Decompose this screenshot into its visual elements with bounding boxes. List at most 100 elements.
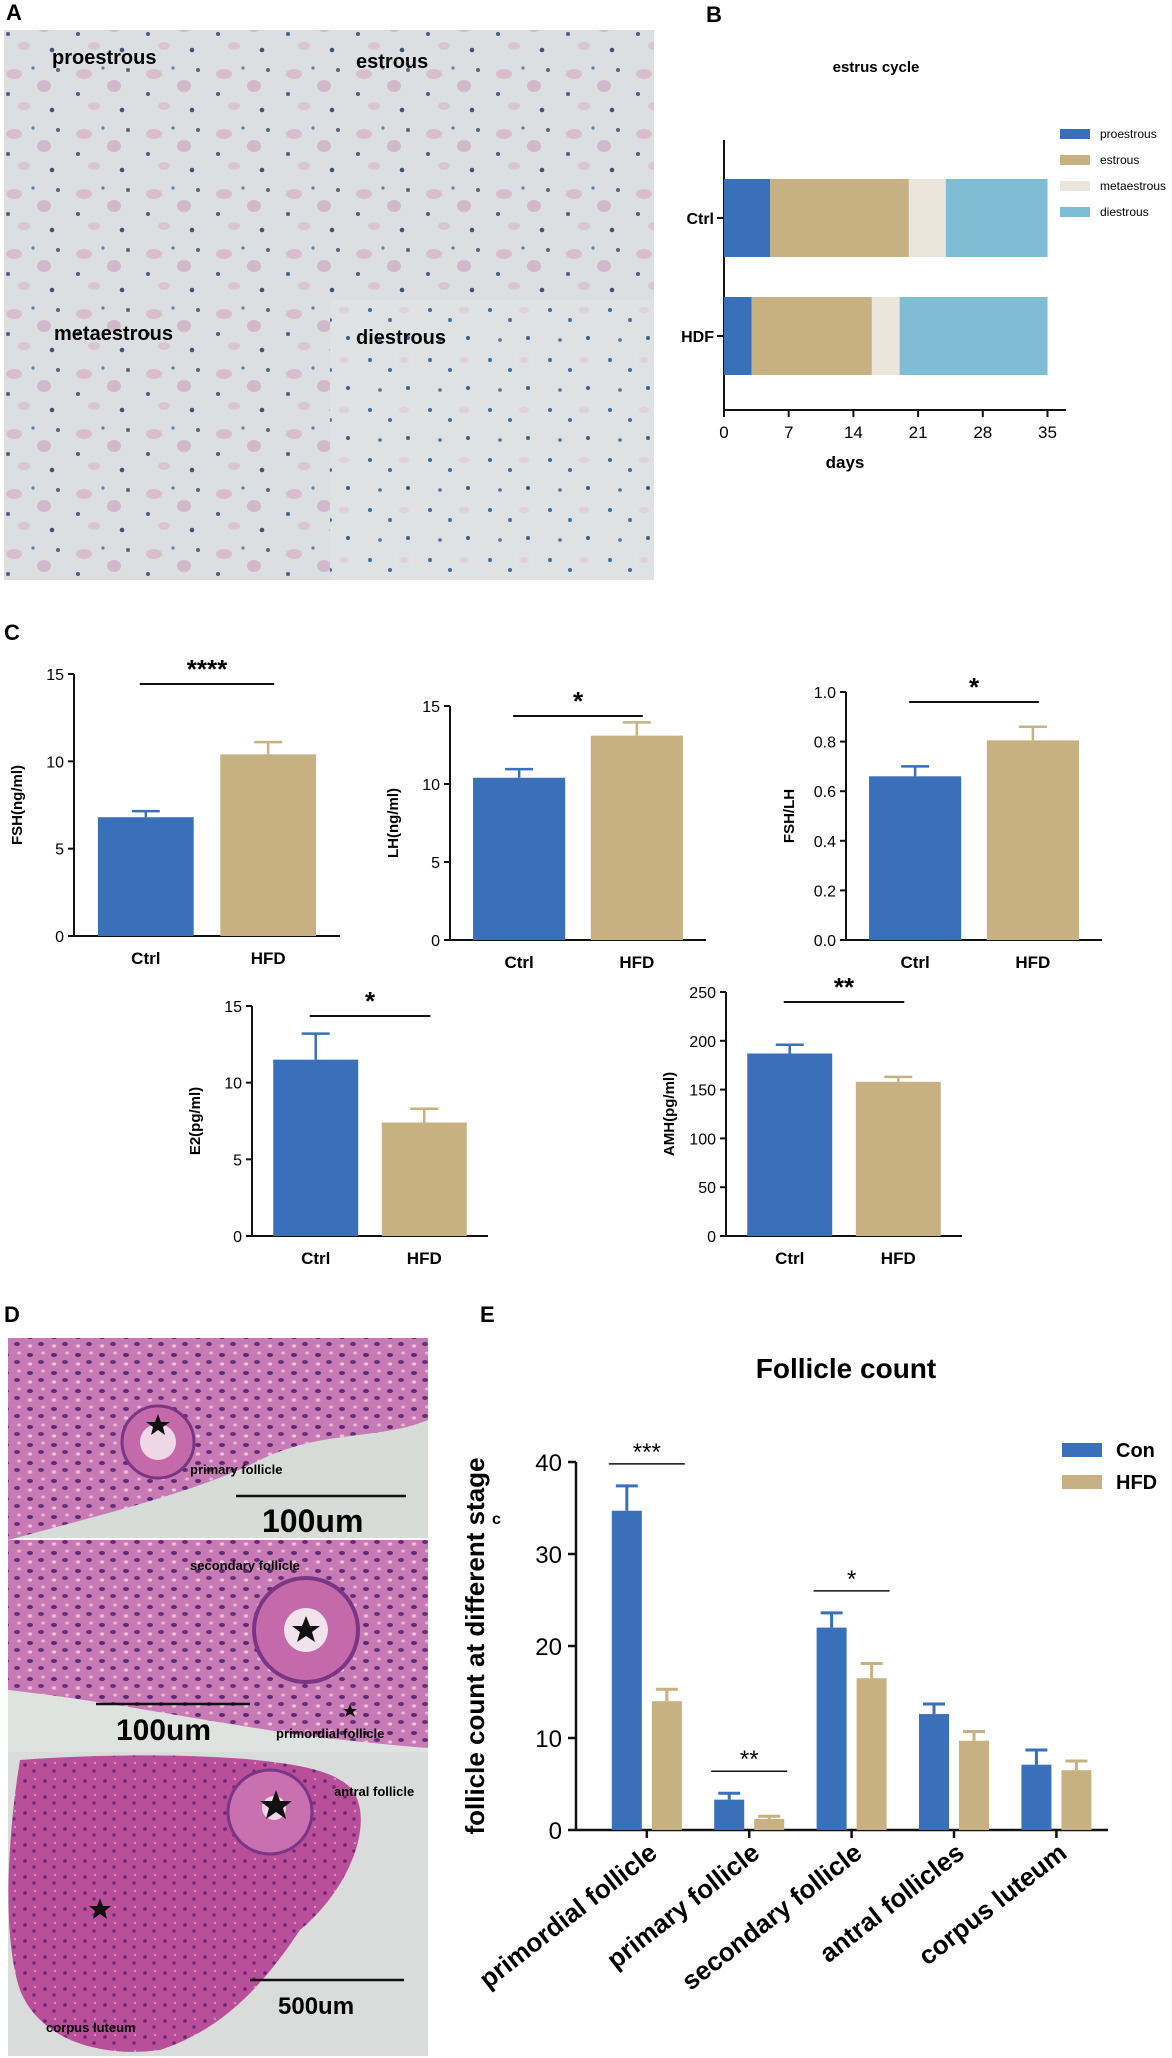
chart-b-x-tick-label: 0 (719, 423, 728, 442)
chart-e-y-label: follicle count at different stage (460, 1457, 490, 1834)
bar (986, 740, 1079, 940)
bar (381, 1122, 467, 1236)
chart-e-bar (856, 1678, 887, 1830)
chart-b-category-label: HDF (681, 329, 714, 346)
label-estrous: estrous (356, 51, 428, 73)
label-primordial-follicle: primordial follicle (276, 1726, 384, 1741)
star-icon (343, 1704, 357, 1717)
bar (590, 735, 683, 940)
chart-e-bar (1021, 1764, 1052, 1830)
chart-b-x-label: days (826, 453, 865, 472)
y-axis-label: AMH(pg/ml) (661, 1072, 678, 1156)
y-tick-label: 50 (698, 1180, 716, 1197)
chart-b-x-tick-label: 35 (1038, 423, 1057, 442)
bar (855, 1081, 941, 1236)
chart-e-legend-swatch (1062, 1443, 1102, 1457)
chart-e-x-category-label: primordial follicle (473, 1837, 662, 1994)
chart-e-y-tick-label: 10 (535, 1726, 562, 1753)
label-antral-follicle: antral follicle (334, 1784, 414, 1799)
chart-b-x-tick-label: 21 (909, 423, 928, 442)
chart-e-bar (754, 1818, 785, 1830)
chart-e-legend-swatch (1062, 1475, 1102, 1489)
scale-label-3: 500um (278, 1993, 354, 2020)
label-corpus-luteum: corpus luteum (46, 2020, 136, 2035)
x-category-label: HFD (619, 953, 654, 972)
y-tick-label: 250 (689, 985, 716, 1002)
significance-label: * (573, 686, 584, 716)
star-icon (260, 1790, 292, 1819)
chart-b-legend-label: estrous (1100, 153, 1139, 167)
chart-e-significance-label: ** (740, 1746, 759, 1773)
x-category-label: HFD (1015, 953, 1050, 972)
y-tick-label: 100 (689, 1131, 716, 1148)
primary-follicle-oocyte (140, 1424, 176, 1460)
chart-e-bar (959, 1740, 990, 1830)
label-diestrous: diestrous (356, 327, 446, 349)
chart-b-legend-label: proestrous (1100, 127, 1157, 141)
chart-e-bar (1061, 1770, 1092, 1830)
label-primary-follicle: primary follicle (190, 1462, 282, 1477)
y-tick-label: 15 (46, 667, 64, 684)
chart-e-x-category-label: secondary follicle (676, 1837, 868, 1996)
chart-b-legend-swatch (1060, 181, 1090, 191)
scale-label-1: 100um (262, 1503, 363, 1539)
bar (747, 1053, 833, 1236)
panel-d-micrographs: primary follicle 100um secondary follicl… (8, 1338, 428, 2056)
chart-b-bar-segment (899, 297, 1048, 375)
bar (273, 1059, 359, 1236)
chart-e-bar (651, 1701, 682, 1830)
y-axis-label: LH(ng/ml) (385, 788, 402, 858)
y-tick-label: 0.6 (814, 784, 836, 801)
x-category-label: HFD (881, 1249, 916, 1268)
x-category-label: Ctrl (301, 1249, 330, 1268)
bar (220, 754, 317, 936)
y-tick-label: 5 (431, 855, 440, 872)
x-category-label: HFD (251, 949, 286, 968)
chart-b-bar-segment (908, 179, 946, 257)
significance-label: * (365, 986, 376, 1016)
bar (473, 777, 566, 940)
chart-e-bar (611, 1510, 642, 1830)
chart-b-legend-label: metaestrous (1100, 179, 1166, 193)
x-category-label: HFD (407, 1249, 442, 1268)
y-tick-label: 0.4 (814, 834, 836, 851)
y-axis-label: FSH(ng/ml) (9, 765, 26, 845)
chart-e-y-tick-label: 40 (535, 1450, 562, 1477)
y-tick-label: 150 (689, 1083, 716, 1100)
x-category-label: Ctrl (131, 949, 160, 968)
chart-b-bar-segment (770, 179, 909, 257)
chart-e-bar (714, 1799, 745, 1830)
chart-b-legend-swatch (1060, 129, 1090, 139)
chart-e-y-tick-label: 20 (535, 1634, 562, 1661)
chart-b: 0 7 14 21 28 35 days Ctrl HDF proestrous estrous me… (681, 127, 1166, 472)
y-tick-label: 0.2 (814, 883, 836, 900)
chart-e-y-tick-label: 30 (535, 1542, 562, 1569)
x-category-label: Ctrl (775, 1249, 804, 1268)
bar (97, 817, 194, 936)
chart-e-bar (816, 1627, 847, 1830)
y-tick-label: 0 (707, 1229, 716, 1246)
star-icon (89, 1898, 111, 1919)
chart-e-legend-label: HFD (1116, 1472, 1157, 1494)
y-tick-label: 200 (689, 1034, 716, 1051)
label-proestrous: proestrous (52, 47, 156, 69)
y-tick-label: 5 (233, 1152, 242, 1169)
chart-b-bar-segment (724, 297, 752, 375)
panel-letter-c: C (4, 620, 20, 645)
chart-e: 0 10 20 30 40 follicle count at different sta… (460, 1439, 1157, 1996)
chart-c-5: 0 50 100 150 200 250 AMH(pg/ml) Ctrl HFD ** (661, 972, 962, 1268)
y-axis-label: E2(pg/ml) (187, 1087, 204, 1155)
chart-e-title: Follicle count (756, 1353, 936, 1384)
micrograph-1-tissue (8, 1338, 428, 1540)
panel-letter-e: E (480, 1302, 495, 1327)
significance-label: * (969, 672, 980, 702)
label-secondary-follicle: secondary follicle (190, 1558, 300, 1573)
chart-b-legend-swatch (1060, 155, 1090, 165)
chart-c-3: 0.0 0.2 0.4 0.6 0.8 1.0 FSH/LH Ctrl HFD * (781, 672, 1102, 972)
x-category-label: Ctrl (900, 953, 929, 972)
panel-a-micrograph: proestrous estrous metaestrous diestrous (4, 30, 654, 580)
chart-b-bar-segment (751, 297, 872, 375)
significance-label: ** (834, 972, 855, 1002)
significance-label: **** (187, 654, 228, 684)
